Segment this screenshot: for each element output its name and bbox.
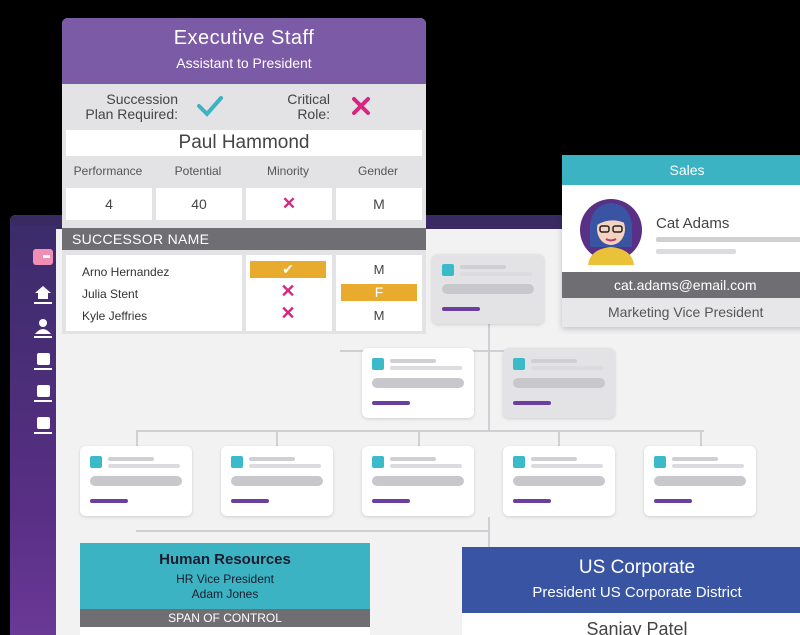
sidebar-card-icon[interactable] <box>32 246 54 268</box>
successor-list: Arno Hernandez Julia Stent Kyle Jeffries… <box>62 250 426 334</box>
executive-name: Paul Hammond <box>66 130 422 156</box>
successor-names-column: Arno Hernandez Julia Stent Kyle Jeffries <box>66 255 242 331</box>
connector-line <box>136 430 138 446</box>
hr-card[interactable]: Human Resources HR Vice President Adam J… <box>80 543 370 635</box>
connector-line <box>700 430 702 446</box>
connector-line <box>136 530 490 532</box>
executive-title: Executive Staff <box>173 27 315 49</box>
check-icon <box>196 94 224 123</box>
sales-person-name: Cat Adams <box>656 215 730 232</box>
sales-card[interactable]: Sales Cat Adams cat.adams@email.com Mark… <box>562 155 800 327</box>
connector-line <box>418 430 420 446</box>
sidebar-doc-icon-3[interactable] <box>32 412 54 434</box>
metric-header: Performance <box>73 164 143 178</box>
placeholder-line <box>656 237 800 242</box>
successor-name[interactable]: Arno Hernandez <box>82 265 170 279</box>
org-node-placeholder[interactable] <box>503 446 615 516</box>
executive-card-header: Executive Staff Assistant to President <box>62 18 426 84</box>
org-node-placeholder[interactable] <box>80 446 192 516</box>
sidebar-person-icon[interactable] <box>32 316 54 338</box>
metric-value-minority: ✕ <box>246 188 332 220</box>
us-name: Sanjay Patel <box>586 619 688 635</box>
check-icon: ✔ <box>250 261 326 278</box>
hr-card-header: Human Resources HR Vice President Adam J… <box>80 543 370 609</box>
metric-value: M <box>336 188 422 220</box>
successor-header: SUCCESSOR NAME <box>62 228 426 250</box>
connector-line <box>488 517 490 547</box>
sidebar <box>10 226 56 635</box>
sales-email[interactable]: cat.adams@email.com <box>562 272 800 298</box>
successor-gender: M <box>373 262 385 277</box>
metric-value: 4 <box>66 188 152 220</box>
us-corporate-card[interactable]: US Corporate President US Corporate Dist… <box>462 547 800 635</box>
metric-header: Minority <box>266 164 309 178</box>
sales-dept: Sales <box>562 155 800 185</box>
org-node-placeholder[interactable] <box>362 348 474 418</box>
successor-status-column: ✔ ✕ ✕ <box>246 255 332 331</box>
sidebar-doc-icon[interactable] <box>32 348 54 370</box>
succession-label: Succession Plan Required: <box>85 91 178 122</box>
metric-header: Potential <box>174 164 222 178</box>
org-node-placeholder[interactable] <box>644 446 756 516</box>
org-node-placeholder[interactable] <box>221 446 333 516</box>
placeholder-line <box>656 249 736 254</box>
x-icon: ✕ <box>280 281 296 301</box>
org-node-placeholder[interactable] <box>362 446 474 516</box>
hr-title: Human Resources <box>159 551 291 568</box>
sidebar-doc-icon-2[interactable] <box>32 380 54 402</box>
successor-gender: F <box>341 284 417 301</box>
successor-gender: M <box>373 308 385 323</box>
successor-name[interactable]: Kyle Jeffries <box>82 309 148 323</box>
successor-gender-column: M F M <box>336 255 422 331</box>
sidebar-home-icon[interactable] <box>32 282 54 304</box>
us-corporate-header: US Corporate President US Corporate Dist… <box>462 547 800 613</box>
metric-value: 40 <box>156 188 242 220</box>
org-node-placeholder[interactable] <box>503 348 615 418</box>
us-title: US Corporate <box>578 557 696 578</box>
us-role: President US Corporate District <box>532 584 742 601</box>
connector-line <box>136 430 704 432</box>
executive-card[interactable]: Executive Staff Assistant to President S… <box>62 18 426 248</box>
span-of-control-header: SPAN OF CONTROL <box>80 609 370 627</box>
successor-name[interactable]: Julia Stent <box>82 287 139 301</box>
connector-line <box>276 430 278 446</box>
x-icon: ✕ <box>280 303 296 323</box>
connector-line <box>488 318 490 430</box>
x-icon <box>351 96 371 121</box>
connector-line <box>558 430 560 446</box>
critical-label: Critical Role: <box>287 91 330 122</box>
org-node-placeholder[interactable] <box>432 254 544 324</box>
hr-role: HR Vice President <box>176 572 274 586</box>
metric-header: Gender <box>357 164 399 178</box>
executive-subtitle: Assistant to President <box>176 55 312 71</box>
avatar <box>580 195 642 270</box>
plan-row: Succession Plan Required: Critical Role: <box>62 84 426 128</box>
sales-role: Marketing Vice President <box>562 298 800 327</box>
hr-name: Adam Jones <box>191 587 259 601</box>
